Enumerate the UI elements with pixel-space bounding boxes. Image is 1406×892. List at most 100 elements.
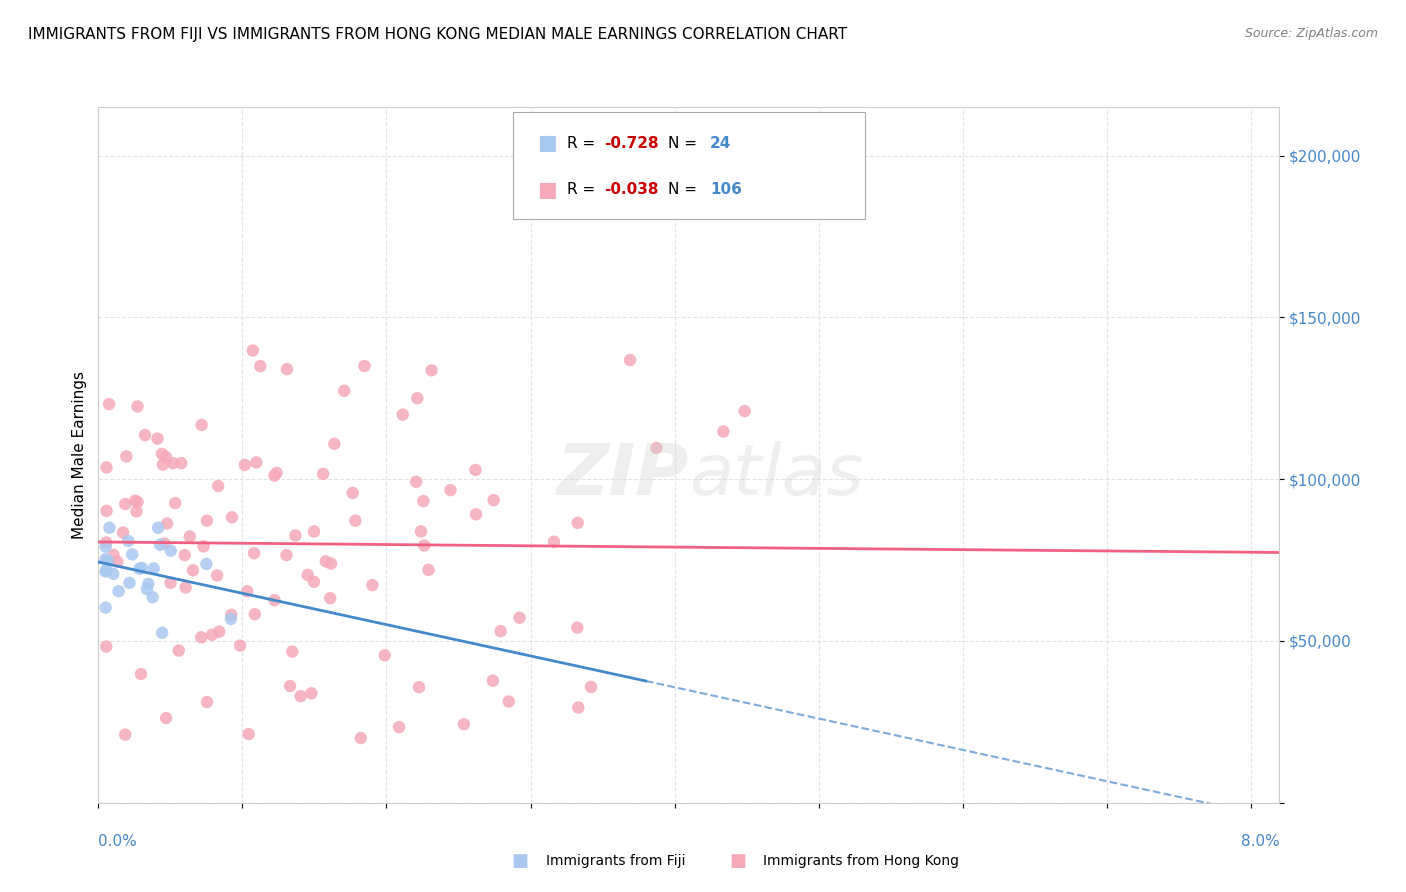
Point xyxy=(489,624,512,639)
Point xyxy=(319,591,342,606)
Point xyxy=(150,447,173,461)
Point xyxy=(284,528,307,542)
Text: ■: ■ xyxy=(730,852,747,870)
Point xyxy=(711,425,734,439)
Point xyxy=(127,400,149,414)
Point xyxy=(142,561,165,575)
Point xyxy=(114,728,136,742)
Text: Immigrants from Fiji: Immigrants from Fiji xyxy=(546,854,685,868)
Y-axis label: Median Male Earnings: Median Male Earnings xyxy=(72,371,87,539)
Point xyxy=(266,466,288,480)
Point xyxy=(165,496,187,510)
Point xyxy=(439,483,461,498)
Point xyxy=(128,562,150,576)
Point xyxy=(276,548,298,562)
Text: -0.038: -0.038 xyxy=(605,182,659,197)
Point xyxy=(135,582,157,596)
Point xyxy=(159,575,181,590)
Point xyxy=(221,510,243,524)
Point xyxy=(142,591,165,605)
Point xyxy=(205,568,228,582)
Point xyxy=(319,557,342,571)
Point xyxy=(195,695,218,709)
Point xyxy=(96,640,118,654)
Point xyxy=(195,557,218,571)
Text: 24: 24 xyxy=(710,136,731,151)
Point xyxy=(297,568,319,582)
Point xyxy=(129,667,152,681)
Point xyxy=(229,639,252,653)
Point xyxy=(179,529,201,543)
Text: Source: ZipAtlas.com: Source: ZipAtlas.com xyxy=(1244,27,1378,40)
Point xyxy=(97,554,120,568)
Text: R =: R = xyxy=(567,136,600,151)
Point xyxy=(281,644,304,658)
Point xyxy=(420,363,443,377)
Point xyxy=(263,468,285,483)
Point xyxy=(236,584,259,599)
Point xyxy=(374,648,396,663)
Text: IMMIGRANTS FROM FIJI VS IMMIGRANTS FROM HONG KONG MEDIAN MALE EARNINGS CORRELATI: IMMIGRANTS FROM FIJI VS IMMIGRANTS FROM … xyxy=(28,27,848,42)
Point xyxy=(405,475,427,489)
Point xyxy=(645,441,668,455)
Point xyxy=(121,548,143,562)
Point xyxy=(302,524,325,539)
Point xyxy=(323,437,346,451)
Point xyxy=(219,612,242,626)
Point xyxy=(153,536,176,550)
Point xyxy=(103,548,125,562)
Point xyxy=(579,680,602,694)
Point xyxy=(299,686,322,700)
Point xyxy=(117,534,139,549)
Point xyxy=(103,566,125,581)
Point xyxy=(509,611,531,625)
Point xyxy=(159,543,181,558)
Point xyxy=(388,720,411,734)
Point xyxy=(170,456,193,470)
Point xyxy=(245,455,267,469)
Point xyxy=(107,584,129,599)
Point xyxy=(124,493,146,508)
Point xyxy=(344,514,367,528)
Point xyxy=(114,497,136,511)
Point xyxy=(353,359,375,373)
Point xyxy=(111,525,134,540)
Point xyxy=(453,717,475,731)
Point xyxy=(567,700,589,714)
Text: ■: ■ xyxy=(537,134,557,153)
Point xyxy=(482,493,505,508)
Point xyxy=(242,343,264,358)
Point xyxy=(94,552,117,566)
Point xyxy=(464,463,486,477)
Point xyxy=(152,458,174,472)
Point xyxy=(190,417,212,432)
Text: Immigrants from Hong Kong: Immigrants from Hong Kong xyxy=(763,854,959,868)
Point xyxy=(146,521,169,535)
Text: ■: ■ xyxy=(512,852,529,870)
Point xyxy=(94,600,117,615)
Point xyxy=(96,535,118,549)
Point xyxy=(315,554,337,568)
Point xyxy=(413,539,436,553)
Point xyxy=(150,625,173,640)
Point xyxy=(207,479,229,493)
Point xyxy=(94,565,117,579)
Point xyxy=(465,508,488,522)
Point xyxy=(125,504,148,518)
Point xyxy=(408,680,430,694)
Point xyxy=(162,456,184,470)
Point xyxy=(115,450,138,464)
Point xyxy=(412,494,434,508)
Point xyxy=(333,384,356,398)
Text: N =: N = xyxy=(668,182,702,197)
Text: atlas: atlas xyxy=(689,442,863,510)
Point xyxy=(391,408,413,422)
Point xyxy=(167,643,190,657)
Text: 8.0%: 8.0% xyxy=(1240,834,1279,849)
Text: N =: N = xyxy=(668,136,702,151)
Point xyxy=(221,607,243,622)
Point xyxy=(201,628,224,642)
Point xyxy=(302,574,325,589)
Text: ZIP: ZIP xyxy=(557,442,689,510)
Point xyxy=(155,711,177,725)
